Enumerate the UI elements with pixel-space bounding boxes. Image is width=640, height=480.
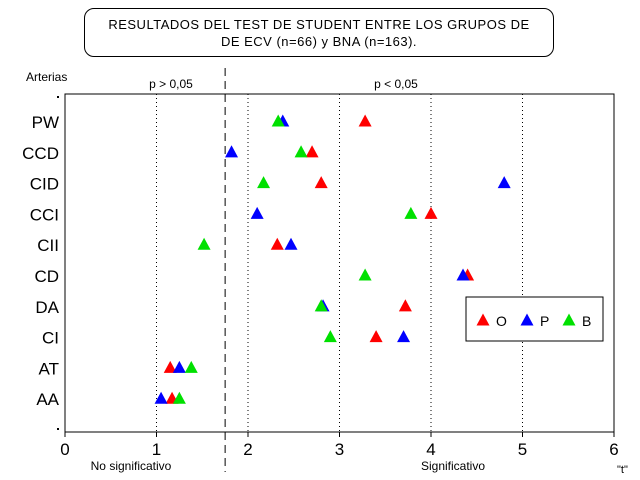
y-category-label-ci: CI [42,329,59,348]
point-o-cid [314,176,328,189]
y-category-label-cd: CD [34,267,59,286]
y-category-label-at: AT [39,359,59,378]
legend-marker-b [562,313,576,326]
y-category-label-pw: PW [32,113,59,132]
y-category-label-da: DA [35,298,59,317]
y-axis-top-mark [57,96,59,98]
point-p-cci [250,206,264,219]
point-p-aa [154,391,168,404]
point-p-at [172,360,186,373]
point-o-da [398,299,412,312]
region-label-left-bottom: No significativo [91,459,172,473]
x-tick-label-4: 4 [426,440,435,459]
x-tick-label-2: 2 [243,440,252,459]
x-tick-label-5: 5 [518,440,527,459]
y-axis-bottom-mark [57,428,59,430]
point-b-at [184,360,198,373]
region-label-right-bottom: Significativo [421,459,485,473]
point-o-pw [358,114,372,127]
point-o-cii [270,237,284,250]
point-b-ci [323,330,337,343]
x-tick-label-6: 6 [609,440,618,459]
point-b-cci [404,206,418,219]
chart-title-box: RESULTADOS DEL TEST DE STUDENT ENTRE LOS… [84,8,554,57]
point-o-cci [424,206,438,219]
region-label-left-top: p > 0,05 [149,77,193,91]
point-p-cid [497,176,511,189]
legend-marker-p [520,313,534,326]
chart-title-line-2: DE ECV (n=66) y BNA (n=163). [220,33,418,49]
point-b-cd [358,268,372,281]
point-p-cii [284,237,298,250]
legend-box [465,296,604,342]
x-tick-label-1: 1 [152,440,161,459]
legend-label-p: P [540,313,549,329]
legend-marker-o [476,313,490,326]
point-b-da [314,299,328,312]
legend-label-b: B [582,313,591,329]
point-b-cid [257,176,271,189]
point-p-cd [456,268,470,281]
legend-label-o: O [496,313,507,329]
y-category-label-ccd: CCD [22,144,59,163]
y-category-label-cii: CII [37,236,59,255]
point-p-ci [397,330,411,343]
point-o-at [163,360,177,373]
x-tick-label-0: 0 [60,440,69,459]
point-p-ccd [225,145,239,158]
chart-title-line-1: RESULTADOS DEL TEST DE STUDENT ENTRE LOS… [108,16,530,32]
point-b-ccd [294,145,308,158]
point-o-ci [369,330,383,343]
point-b-cii [197,237,211,250]
y-category-label-cid: CID [30,175,59,194]
point-b-aa [172,391,186,404]
point-o-ccd [305,145,319,158]
x-tick-label-3: 3 [335,440,344,459]
y-category-label-cci: CCI [30,205,59,224]
y-category-label-aa: AA [36,390,59,409]
y-axis-label: Arterias [26,70,67,84]
point-b-pw [271,114,285,127]
region-label-right-top: p < 0,05 [374,77,418,91]
x-axis-label: "t" [617,464,628,476]
